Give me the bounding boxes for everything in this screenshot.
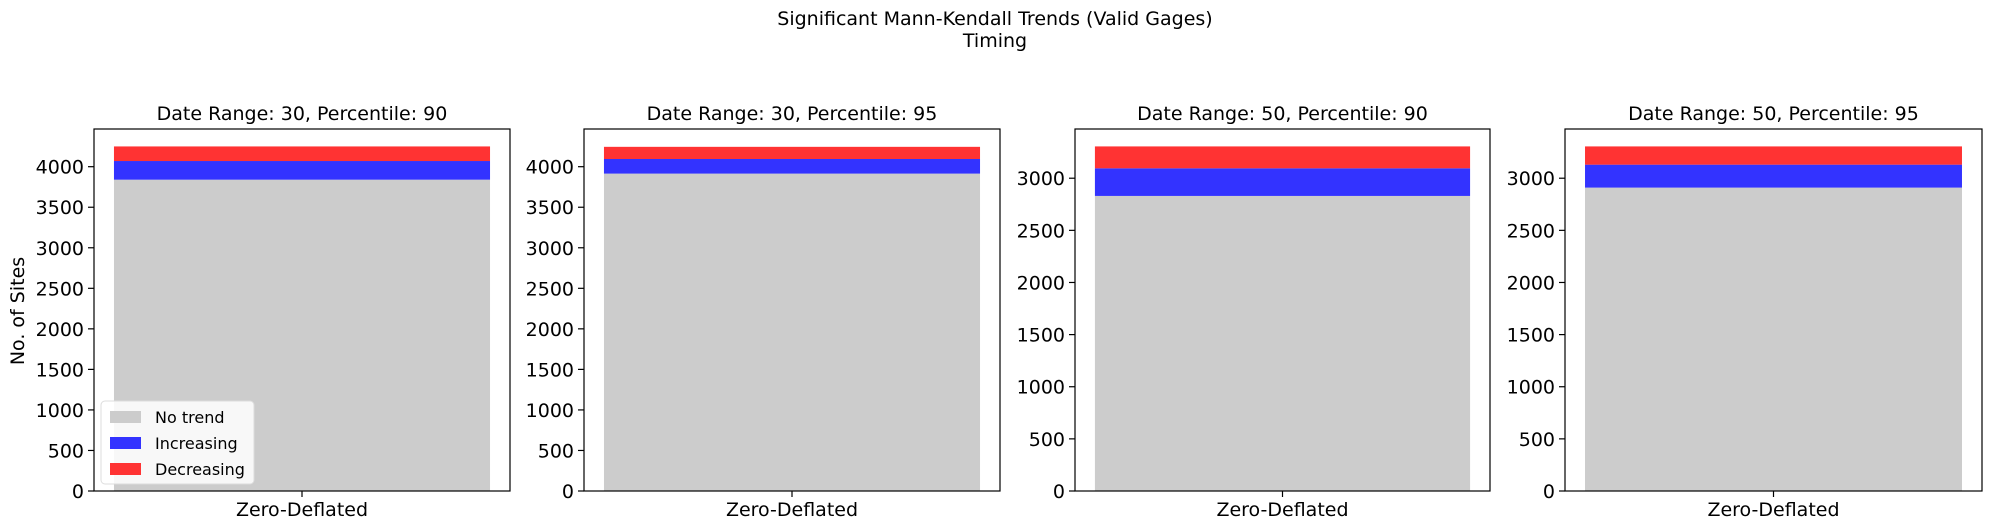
subplot-2: 0 500 1000 1500 2000 2500 3000 3500 4000 Zero-Def… — [526, 103, 1001, 521]
y-tick-label: 3500 — [36, 197, 84, 219]
y-tick-label: 0 — [562, 481, 574, 503]
x-tick-label: Zero-Deflated — [726, 499, 858, 521]
y-tick-label: 3000 — [1507, 168, 1555, 190]
y-tick-label: 1500 — [526, 359, 574, 381]
y-tick-label: 2500 — [1507, 220, 1555, 242]
y-tick-label: 0 — [1053, 481, 1065, 503]
y-tick-label: 1000 — [526, 400, 574, 422]
y-tick-label: 500 — [1029, 429, 1065, 451]
bar-no-trend — [1585, 187, 1962, 491]
y-tick-label: 3000 — [526, 238, 574, 260]
legend-swatch — [110, 463, 141, 475]
y-tick-label: 3000 — [36, 238, 84, 260]
y-tick-label: 4000 — [526, 157, 574, 179]
figure-subtitle: Timing — [962, 30, 1028, 52]
subplot-title: Date Range: 50, Percentile: 95 — [1628, 103, 1919, 125]
y-tick-label: 2500 — [526, 278, 574, 300]
y-tick-label: 1000 — [1507, 377, 1555, 399]
bar-no-trend — [603, 173, 981, 492]
y-tick-label: 500 — [1519, 429, 1555, 451]
subplot-3: 0 500 1000 1500 2000 2500 3000 Zero-Deflated Dat… — [1017, 103, 1491, 521]
y-tick-label: 2500 — [36, 278, 84, 300]
subplot-title: Date Range: 30, Percentile: 95 — [647, 103, 938, 125]
y-tick-label: 500 — [48, 440, 84, 462]
legend-label: Decreasing — [155, 460, 245, 479]
subplot-title: Date Range: 30, Percentile: 90 — [157, 103, 448, 125]
y-tick-label: 2000 — [1017, 272, 1065, 294]
y-tick-label: 2000 — [526, 319, 574, 341]
legend-label: No trend — [155, 408, 224, 427]
bar-increasing — [1094, 168, 1471, 196]
legend-swatch — [110, 437, 141, 449]
y-tick-label: 0 — [72, 481, 84, 503]
legend-label: Increasing — [155, 434, 238, 453]
y-tick-label: 1000 — [36, 400, 84, 422]
y-tick-label: 2000 — [1507, 272, 1555, 294]
bar-decreasing — [113, 146, 491, 162]
bar-decreasing — [1094, 146, 1471, 169]
y-tick-label: 1500 — [36, 359, 84, 381]
bar-increasing — [603, 158, 981, 174]
x-tick-label: Zero-Deflated — [1707, 499, 1839, 521]
y-tick-label: 500 — [538, 440, 574, 462]
y-tick-label: 1000 — [1017, 377, 1065, 399]
legend: No trend Increasing Decreasing — [100, 400, 255, 485]
bar-decreasing — [1585, 146, 1962, 165]
y-tick-label: 3500 — [526, 197, 574, 219]
bar-decreasing — [603, 146, 981, 159]
legend-swatch — [110, 411, 141, 423]
y-tick-label: 0 — [1543, 481, 1555, 503]
y-tick-label: 1500 — [1507, 325, 1555, 347]
figure-title: Significant Mann-Kendall Trends (Valid G… — [777, 8, 1213, 30]
y-tick-label: 3000 — [1017, 168, 1065, 190]
y-tick-label: 2500 — [1017, 220, 1065, 242]
subplot-4: 0 500 1000 1500 2000 2500 3000 Zero-Deflated Dat… — [1507, 103, 1983, 521]
bar-no-trend — [1094, 195, 1471, 491]
x-tick-label: Zero-Deflated — [1216, 499, 1348, 521]
subplot-title: Date Range: 50, Percentile: 90 — [1137, 103, 1428, 125]
y-axis-label: No. of Sites — [7, 257, 29, 365]
x-tick-label: Zero-Deflated — [236, 499, 368, 521]
bar-increasing — [1585, 164, 1962, 188]
y-tick-label: 4000 — [36, 157, 84, 179]
bar-increasing — [113, 161, 491, 180]
y-tick-label: 2000 — [36, 319, 84, 341]
y-tick-label: 1500 — [1017, 325, 1065, 347]
